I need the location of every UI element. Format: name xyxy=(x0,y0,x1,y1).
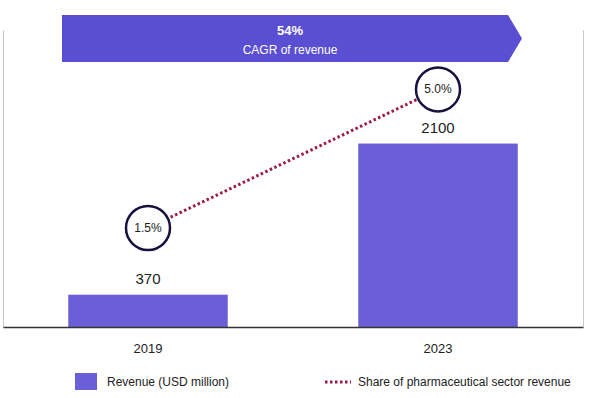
x-tick-label: 2023 xyxy=(424,341,453,356)
data-label: 370 xyxy=(135,270,160,287)
legend: Revenue (USD million) Share of pharmaceut… xyxy=(75,373,571,390)
plot-area xyxy=(68,67,518,327)
bar xyxy=(358,144,518,327)
marker xyxy=(416,67,460,111)
marker xyxy=(126,206,170,250)
x-axis-line xyxy=(4,327,584,329)
annotation-text: 54% xyxy=(277,23,303,38)
x-tick: 2023 xyxy=(424,327,453,356)
chart-svg: 54% CAGR of revenue 370 2100 1.5% 5.0% 2019 202… xyxy=(0,0,600,398)
y2-axis-line xyxy=(583,31,584,328)
x-tick: 2019 xyxy=(134,327,163,356)
y-axis-line xyxy=(3,31,4,328)
data-labels: 370 2100 1.5% 5.0% xyxy=(134,82,454,286)
legend-item: Revenue (USD million) xyxy=(75,373,229,390)
annotation-banner xyxy=(62,15,522,62)
x-axis: 2019 2023 xyxy=(4,327,584,356)
legend-label: Revenue (USD million) xyxy=(107,375,229,389)
x-tick-label: 2019 xyxy=(134,341,163,356)
legend-item: Share of pharmaceutical sector revenue xyxy=(325,375,571,389)
legend-swatch xyxy=(75,373,97,390)
y-axis xyxy=(3,31,4,328)
data-label: 2100 xyxy=(421,119,454,136)
data-label: 1.5% xyxy=(134,221,162,235)
annotation-text: CAGR of revenue xyxy=(243,43,338,57)
data-label: 5.0% xyxy=(424,82,452,96)
legend-label: Share of pharmaceutical sector revenue xyxy=(358,375,571,389)
legend-swatch xyxy=(325,381,351,384)
chart-container: 54% CAGR of revenue 370 2100 1.5% 5.0% 2019 202… xyxy=(0,0,600,398)
line xyxy=(148,89,438,228)
bar xyxy=(68,295,228,327)
y2-axis xyxy=(583,31,584,328)
